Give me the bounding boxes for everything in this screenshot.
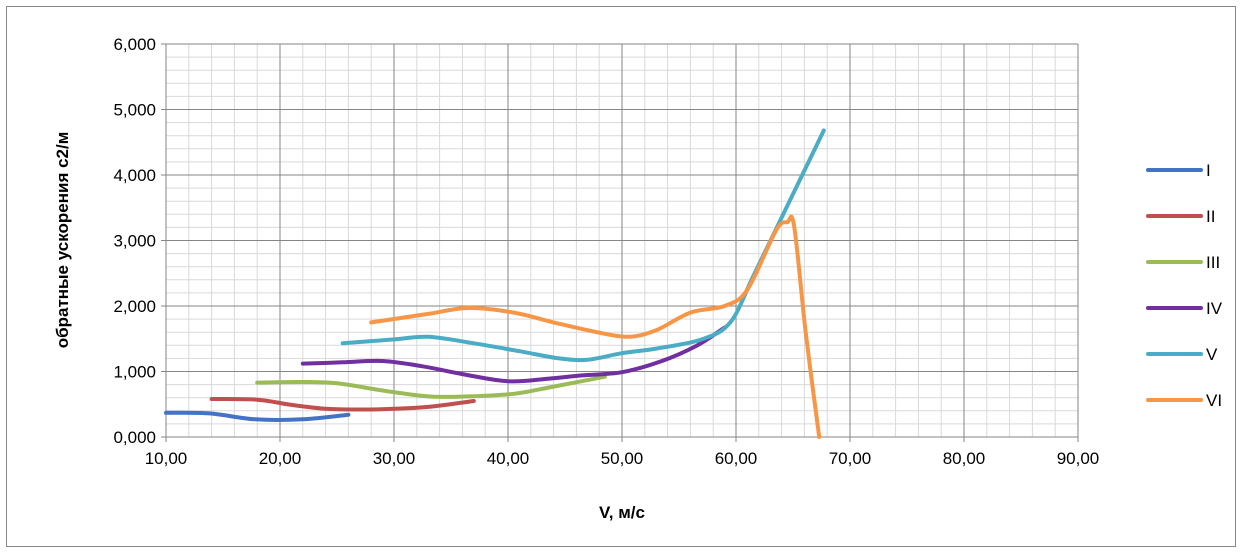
series-line-vi — [369, 214, 822, 439]
y-tick-label: 5,000 — [113, 101, 156, 120]
x-tick-label: 90,00 — [1057, 449, 1100, 468]
series-lines — [164, 128, 826, 439]
y-tick-label: 4,000 — [113, 166, 156, 185]
major-gridlines — [161, 43, 1079, 442]
y-tick-label: 3,000 — [113, 232, 156, 251]
x-tick-label: 70,00 — [829, 449, 872, 468]
x-tick-label: 50,00 — [601, 449, 644, 468]
y-tick-label: 2,000 — [113, 297, 156, 316]
series-line-ii — [209, 397, 476, 412]
legend-label-vi: VI — [1206, 391, 1222, 410]
y-tick-label: 0,000 — [113, 428, 156, 447]
legend-label-iv: IV — [1206, 299, 1223, 318]
x-axis-title: V, м/с — [599, 503, 645, 522]
x-axis-ticks: 10,00 20,00 30,00 40,00 50,00 60,00 70,00 80,00… — [145, 449, 1100, 468]
x-tick-label: 10,00 — [145, 449, 188, 468]
y-axis-title: обратные ускорения с2/м — [53, 132, 72, 349]
x-tick-label: 30,00 — [373, 449, 416, 468]
series-line-iv — [300, 325, 727, 384]
series-line-iii — [255, 374, 607, 399]
legend-label-iii: III — [1206, 253, 1220, 272]
x-tick-label: 80,00 — [943, 449, 986, 468]
legend-label-i: I — [1206, 161, 1211, 180]
series-line-i — [164, 410, 351, 422]
x-tick-label: 60,00 — [715, 449, 758, 468]
x-tick-label: 20,00 — [259, 449, 302, 468]
y-tick-label: 1,000 — [113, 363, 156, 382]
legend-label-ii: II — [1206, 207, 1215, 226]
y-tick-label: 6,000 — [113, 35, 156, 54]
y-axis-ticks: 0,000 1,000 2,000 3,000 4,000 5,000 6,000 — [113, 35, 156, 447]
legend-label-v: V — [1206, 345, 1218, 364]
x-tick-label: 40,00 — [487, 449, 530, 468]
